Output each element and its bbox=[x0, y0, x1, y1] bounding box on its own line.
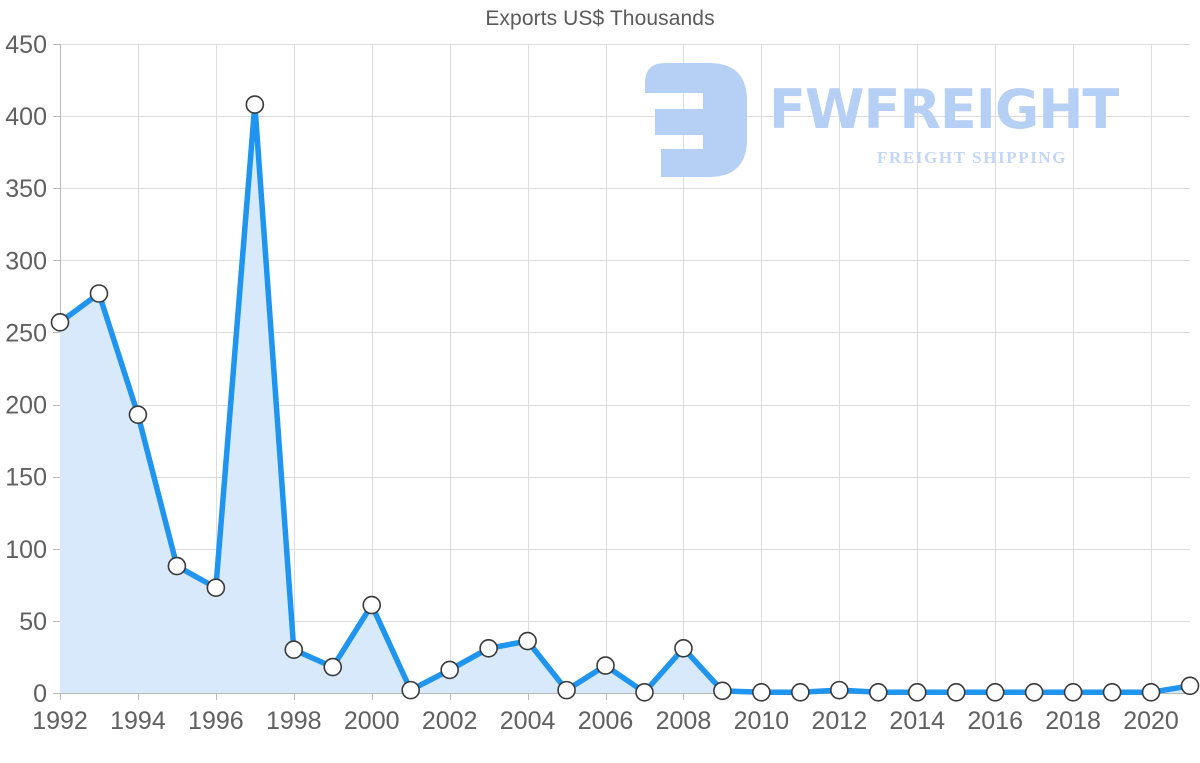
data-point-marker bbox=[1141, 682, 1161, 702]
y-tick-label: 400 bbox=[5, 103, 47, 131]
data-point-marker bbox=[713, 681, 732, 701]
data-point-marker bbox=[985, 682, 1005, 702]
y-tick-label: 100 bbox=[5, 536, 47, 564]
x-tick-label: 2012 bbox=[811, 707, 867, 735]
x-tick-label: 2018 bbox=[1045, 707, 1101, 735]
y-tick-label: 200 bbox=[5, 392, 47, 420]
data-point-marker bbox=[907, 682, 927, 702]
x-tick-label: 2000 bbox=[344, 707, 400, 735]
y-tick-label: 450 bbox=[5, 31, 47, 59]
data-point-marker bbox=[362, 595, 382, 615]
data-point-marker bbox=[206, 578, 226, 598]
y-tick-label: 50 bbox=[19, 608, 47, 636]
data-point-marker bbox=[284, 640, 304, 660]
data-point-marker bbox=[440, 660, 459, 680]
data-point-marker bbox=[479, 638, 498, 658]
x-tick-label: 2008 bbox=[656, 707, 712, 735]
y-axis-tick-labels: 0 50 100 150 200 250 300 350 400 450 bbox=[5, 31, 47, 708]
data-point-marker bbox=[830, 680, 849, 700]
data-point-marker bbox=[1024, 682, 1044, 702]
series-area-fill bbox=[60, 104, 1190, 693]
data-point-marker bbox=[1102, 682, 1122, 702]
y-tick-label: 350 bbox=[5, 175, 47, 203]
data-point-marker bbox=[50, 313, 70, 332]
x-tick-label: 2010 bbox=[734, 707, 790, 735]
y-tick-label: 0 bbox=[33, 680, 47, 708]
series-markers bbox=[50, 95, 1200, 702]
chart-title: Exports US$ Thousands bbox=[485, 7, 715, 30]
x-tick-label: 1998 bbox=[266, 707, 322, 735]
data-point-marker bbox=[635, 682, 654, 702]
x-tick-label: 1994 bbox=[110, 707, 166, 735]
data-point-marker bbox=[946, 682, 966, 702]
x-tick-label: 2020 bbox=[1123, 707, 1179, 735]
data-point-marker bbox=[518, 631, 537, 651]
x-tick-label: 2014 bbox=[889, 707, 945, 735]
data-point-marker bbox=[674, 638, 693, 658]
x-tick-label: 2006 bbox=[578, 707, 634, 735]
data-point-marker bbox=[128, 405, 148, 424]
data-point-marker bbox=[401, 680, 420, 700]
data-point-marker bbox=[791, 682, 810, 702]
x-tick-label: 1992 bbox=[32, 707, 88, 735]
data-point-marker bbox=[1063, 682, 1083, 702]
x-tick-label: 2016 bbox=[967, 707, 1023, 735]
data-point-marker bbox=[557, 680, 576, 700]
data-point-marker bbox=[89, 284, 109, 303]
y-tick-label: 250 bbox=[5, 319, 47, 347]
x-tick-label: 2002 bbox=[422, 707, 478, 735]
data-point-marker bbox=[323, 657, 343, 677]
data-point-marker bbox=[596, 656, 615, 675]
x-axis-tick-labels: 1992 1994 1996 1998 2000 2002 2004 2006 2008 2010… bbox=[32, 707, 1179, 735]
data-point-marker bbox=[1180, 676, 1200, 696]
data-point-marker bbox=[245, 95, 265, 114]
data-point-marker bbox=[167, 556, 187, 576]
data-point-marker bbox=[868, 682, 888, 702]
y-tick-label: 300 bbox=[5, 247, 47, 275]
x-tick-label: 2004 bbox=[500, 707, 556, 735]
y-tick-label: 150 bbox=[5, 464, 47, 492]
x-tick-label: 1996 bbox=[188, 707, 244, 735]
data-point-marker bbox=[752, 682, 771, 702]
